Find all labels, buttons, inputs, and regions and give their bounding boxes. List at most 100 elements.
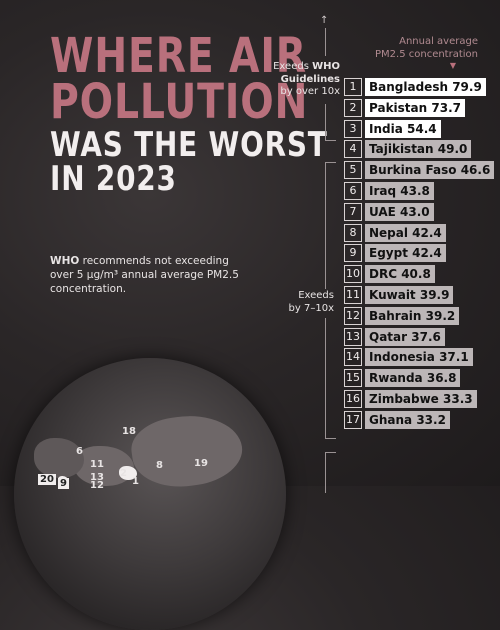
group-over-10x-label: Exeeds WHO Guidelines by over 10x [262,61,340,99]
pm25-value: 37.1 [439,350,469,364]
globe-label: 9 [58,478,69,489]
title-line-3: WAS THE WORST [50,128,328,162]
ranking-row: 1 Bangladesh 79.9 [344,78,486,96]
rank-label: Zimbabwe 33.3 [365,390,477,408]
rank-number: 4 [344,140,362,158]
rank-number: 16 [344,390,362,408]
globe-label: 8 [156,460,163,471]
pm25-value: 73.7 [431,101,461,115]
group-1-bracket [325,104,336,141]
rank-label: Iraq 43.8 [365,182,434,200]
ranking-row: 12 Bahrain 39.2 [344,307,459,325]
globe-label: 2 [120,468,127,479]
rank-number: 9 [344,244,362,262]
note-text: recommends not exceeding over 5 µg/m³ an… [50,255,239,295]
group-1-text-c: by over 10x [280,86,340,97]
rank-label: Ghana 33.2 [365,411,450,429]
globe-label: 19 [194,458,208,469]
rank-label: Burkina Faso 46.6 [365,161,494,179]
rank-number: 8 [344,224,362,242]
rank-label: Qatar 37.6 [365,328,445,346]
ranking-row: 16 Zimbabwe 33.3 [344,390,477,408]
rank-label: DRC 40.8 [365,265,435,283]
rank-label: Kuwait 39.9 [365,286,453,304]
pm25-value: 39.2 [426,309,456,323]
rank-label: Egypt 42.4 [365,244,446,262]
country-name: India [369,122,403,136]
globe-label: 1 [132,476,139,487]
country-name: Rwanda [369,371,423,385]
rank-number: 1 [344,78,362,96]
ranking-row: 17 Ghana 33.2 [344,411,450,429]
country-name: Bahrain [369,309,421,323]
country-name: Burkina Faso [369,163,457,177]
pm25-value: 33.2 [416,413,446,427]
pm25-value: 42.4 [412,246,442,260]
rank-number: 6 [344,182,362,200]
globe-label: 6 [76,446,83,457]
country-name: Iraq [369,184,396,198]
country-name: UAE [369,205,396,219]
pm25-value: 42.4 [412,226,442,240]
pm25-value: 37.6 [411,330,441,344]
rank-label: Tajikistan 49.0 [365,140,471,158]
rank-label: Bangladesh 79.9 [365,78,486,96]
pm25-value: 43.0 [400,205,430,219]
ranking-row: 10 DRC 40.8 [344,265,435,283]
value-header-line-1: Annual average [399,36,478,47]
ranking-row: 13 Qatar 37.6 [344,328,445,346]
country-name: Qatar [369,330,407,344]
group-2-bracket-top [325,162,336,289]
pm25-value: 54.4 [407,122,437,136]
rank-label: Nepal 42.4 [365,224,446,242]
pm25-value: 79.9 [452,80,482,94]
country-name: Nepal [369,226,408,240]
ranking-row: 5 Burkina Faso 46.6 [344,161,494,179]
value-header-line-2: PM2.5 concentration [375,49,478,60]
pm25-value: 39.9 [420,288,450,302]
rank-label: Bahrain 39.2 [365,307,459,325]
pm25-value: 43.8 [400,184,430,198]
group-2-bracket-bottom [325,318,336,439]
ranking-row: 3 India 54.4 [344,120,441,138]
group-1-guidelines: Guidelines [281,74,340,85]
ranking-row: 6 Iraq 43.8 [344,182,434,200]
ranking-row: 14 Indonesia 37.1 [344,348,473,366]
rank-number: 2 [344,99,362,117]
country-name: Indonesia [369,350,435,364]
ranking-row: 11 Kuwait 39.9 [344,286,453,304]
globe-label: 20 [38,474,56,485]
arrow-up-icon: ↑ [320,15,328,26]
rank-number: 5 [344,161,362,179]
ranking-row: 15 Rwanda 36.8 [344,369,460,387]
rank-number: 10 [344,265,362,283]
rank-label: India 54.4 [365,120,441,138]
group-7-10x-label: Exeeds by 7–10x [262,290,334,315]
rank-label: UAE 43.0 [365,203,434,221]
country-name: Kuwait [369,288,416,302]
group-2-text-b: by 7–10x [289,303,334,314]
rank-number: 17 [344,411,362,429]
rank-number: 11 [344,286,362,304]
pm25-value: 36.8 [427,371,457,385]
pm25-value: 40.8 [401,267,431,281]
ranking-row: 8 Nepal 42.4 [344,224,446,242]
ranking-row: 2 Pakistan 73.7 [344,99,465,117]
rank-number: 14 [344,348,362,366]
country-name: Bangladesh [369,80,448,94]
title-line-4: IN 2023 [50,162,328,196]
globe-label: 11 [90,459,104,470]
rank-label: Rwanda 36.8 [365,369,460,387]
rank-label: Indonesia 37.1 [365,348,473,366]
country-name: Ghana [369,413,412,427]
ranking-row: 4 Tajikistan 49.0 [344,140,471,158]
rank-number: 12 [344,307,362,325]
triangle-down-icon: ▼ [358,61,456,71]
africa-landmass [34,438,84,478]
country-name: DRC [369,267,397,281]
value-header: Annual average PM2.5 concentration ▼ [358,36,478,71]
country-name: Tajikistan [369,142,434,156]
country-name: Egypt [369,246,408,260]
rank-number: 7 [344,203,362,221]
group-3-bracket [325,452,336,493]
